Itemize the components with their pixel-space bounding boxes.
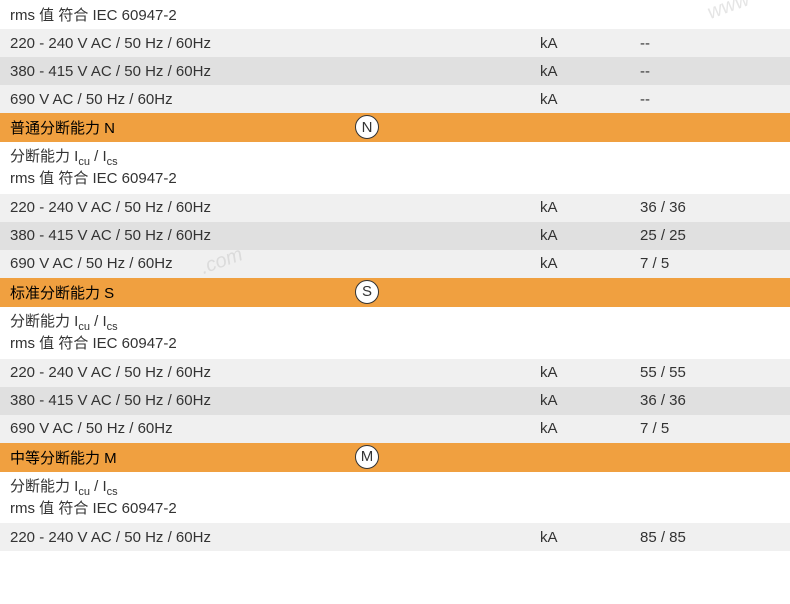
- row-unit: kA: [540, 199, 640, 216]
- row-value: --: [640, 35, 780, 52]
- circle-m-icon: M: [355, 445, 379, 469]
- row-unit: kA: [540, 63, 640, 80]
- row-value: 7 / 5: [640, 420, 780, 437]
- data-row: 380 - 415 V AC / 50 Hz / 60Hz kA 36 / 36: [0, 387, 790, 415]
- row-value: 7 / 5: [640, 255, 780, 272]
- row-value: 36 / 36: [640, 199, 780, 216]
- row-label: 380 - 415 V AC / 50 Hz / 60Hz: [10, 227, 540, 244]
- data-row: 690 V AC / 50 Hz / 60Hz kA 7 / 5: [0, 415, 790, 443]
- desc-line2: rms 值 符合 IEC 60947-2: [10, 335, 177, 352]
- row-value: 55 / 55: [640, 364, 780, 381]
- data-row: 220 - 240 V AC / 50 Hz / 60Hz kA 55 / 55: [0, 359, 790, 387]
- desc-line2: rms 值 符合 IEC 60947-2: [10, 170, 177, 187]
- row-unit: kA: [540, 364, 640, 381]
- desc-prefix: 分断能力 I: [10, 313, 78, 330]
- desc-sub2: cs: [107, 156, 118, 168]
- section-m-desc: 分断能力 Icu / Ics rms 值 符合 IEC 60947-2: [0, 472, 790, 524]
- row-value: --: [640, 91, 780, 108]
- row-unit: kA: [540, 392, 640, 409]
- top-desc-row: rms 值 符合 IEC 60947-2: [0, 0, 790, 29]
- row-label: 220 - 240 V AC / 50 Hz / 60Hz: [10, 529, 540, 546]
- desc-prefix: 分断能力 I: [10, 148, 78, 165]
- desc-line2: rms 值 符合 IEC 60947-2: [10, 500, 177, 517]
- desc-mid: / I: [90, 148, 107, 165]
- row-label: 220 - 240 V AC / 50 Hz / 60Hz: [10, 35, 540, 52]
- row-label: 690 V AC / 50 Hz / 60Hz: [10, 91, 540, 108]
- section-s-title: 标准分断能力 S: [10, 282, 540, 303]
- data-row: 690 V AC / 50 Hz / 60Hz kA --: [0, 85, 790, 113]
- row-label: 380 - 415 V AC / 50 Hz / 60Hz: [10, 392, 540, 409]
- row-value: 36 / 36: [640, 392, 780, 409]
- circle-n-icon: N: [355, 115, 379, 139]
- row-value: --: [640, 63, 780, 80]
- circle-s-icon: S: [355, 280, 379, 304]
- row-label: 220 - 240 V AC / 50 Hz / 60Hz: [10, 364, 540, 381]
- desc-sub2: cs: [107, 486, 118, 498]
- section-m-desc-text: 分断能力 Icu / Ics rms 值 符合 IEC 60947-2: [10, 477, 540, 519]
- row-unit: kA: [540, 91, 640, 108]
- section-s-desc: 分断能力 Icu / Ics rms 值 符合 IEC 60947-2: [0, 307, 790, 359]
- data-row: 380 - 415 V AC / 50 Hz / 60Hz kA 25 / 25: [0, 222, 790, 250]
- desc-sub1: cu: [78, 156, 90, 168]
- row-label: 380 - 415 V AC / 50 Hz / 60Hz: [10, 63, 540, 80]
- row-label: 690 V AC / 50 Hz / 60Hz: [10, 420, 540, 437]
- row-unit: kA: [540, 227, 640, 244]
- section-m-header: 中等分断能力 M M: [0, 443, 790, 472]
- desc-sub2: cs: [107, 321, 118, 333]
- data-row: 220 - 240 V AC / 50 Hz / 60Hz kA 85 / 85: [0, 523, 790, 551]
- desc-mid: / I: [90, 313, 107, 330]
- top-desc-text: rms 值 符合 IEC 60947-2: [10, 4, 540, 25]
- desc-prefix: 分断能力 I: [10, 478, 78, 495]
- data-row: 690 V AC / 50 Hz / 60Hz kA 7 / 5: [0, 250, 790, 278]
- row-unit: kA: [540, 420, 640, 437]
- desc-sub1: cu: [78, 486, 90, 498]
- section-s-desc-text: 分断能力 Icu / Ics rms 值 符合 IEC 60947-2: [10, 312, 540, 354]
- row-unit: kA: [540, 529, 640, 546]
- section-n-title: 普通分断能力 N: [10, 117, 540, 138]
- row-value: 25 / 25: [640, 227, 780, 244]
- row-label: 220 - 240 V AC / 50 Hz / 60Hz: [10, 199, 540, 216]
- row-unit: kA: [540, 255, 640, 272]
- desc-sub1: cu: [78, 321, 90, 333]
- section-n-header: 普通分断能力 N N: [0, 113, 790, 142]
- row-label: 690 V AC / 50 Hz / 60Hz: [10, 255, 540, 272]
- data-row: 220 - 240 V AC / 50 Hz / 60Hz kA 36 / 36: [0, 194, 790, 222]
- row-unit: kA: [540, 35, 640, 52]
- section-m-title: 中等分断能力 M: [10, 447, 540, 468]
- data-row: 380 - 415 V AC / 50 Hz / 60Hz kA --: [0, 57, 790, 85]
- desc-mid: / I: [90, 478, 107, 495]
- section-n-desc: 分断能力 Icu / Ics rms 值 符合 IEC 60947-2: [0, 142, 790, 194]
- row-value: 85 / 85: [640, 529, 780, 546]
- section-s-header: 标准分断能力 S S: [0, 278, 790, 307]
- section-n-desc-text: 分断能力 Icu / Ics rms 值 符合 IEC 60947-2: [10, 147, 540, 189]
- data-row: 220 - 240 V AC / 50 Hz / 60Hz kA --: [0, 29, 790, 57]
